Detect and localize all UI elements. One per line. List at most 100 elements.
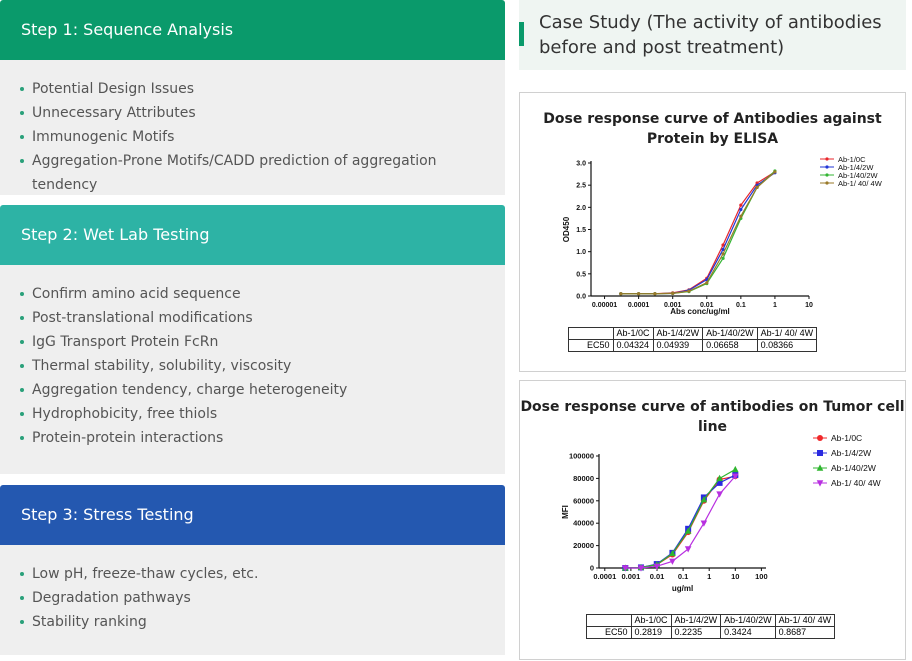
data-point: [621, 565, 629, 572]
y-tick-label: 1.0: [576, 249, 586, 256]
step-item: Confirm amino acid sequence: [20, 282, 505, 306]
table-corner: [568, 327, 614, 340]
data-point: [637, 565, 645, 572]
legend-marker: [825, 173, 829, 177]
step-item: Degradation pathways: [20, 586, 505, 610]
data-point: [669, 549, 676, 557]
series-line: [625, 474, 736, 569]
table-header-cell: Ab-1/40/2W: [720, 614, 776, 627]
legend-label: Ab-1/0C: [838, 155, 866, 164]
series-line: [625, 475, 736, 569]
y-tick-label: 0: [590, 564, 594, 573]
data-point: [684, 546, 692, 553]
x-tick-label: 100: [755, 572, 768, 581]
legend-marker: [816, 480, 824, 487]
table-header-cell: Ab-1/4/2W: [652, 327, 704, 340]
legend-label: Ab-1/ 40/ 4W: [831, 478, 881, 488]
ec50-table: Ab-1/0C Ab-1/4/2W Ab-1/40/2W Ab-1/ 40/ 4W EC…: [586, 614, 836, 639]
legend-marker: [817, 450, 823, 456]
data-point: [721, 256, 725, 260]
y-tick-label: 0.0: [576, 294, 586, 301]
legend-label: Ab-1/ 40/ 4W: [838, 179, 883, 188]
data-point: [721, 247, 725, 252]
table-corner: [586, 614, 632, 627]
y-axis-label: MFI: [561, 505, 570, 519]
chart-title: Dose response curve of antibodies on Tum…: [520, 399, 905, 435]
data-point: [653, 292, 657, 296]
x-tick-label: 10: [805, 302, 813, 309]
data-point: [705, 281, 709, 285]
y-tick-label: 0.5: [576, 271, 586, 278]
x-tick-label: 10: [731, 572, 739, 581]
data-point: [732, 473, 739, 480]
step-item: Unnecessary Attributes: [20, 101, 505, 125]
step-item: Low pH, freeze-thaw cycles, etc.: [20, 562, 505, 586]
chart-panel: Dose response curve of Antibodies agains…: [519, 92, 906, 372]
y-tick-label: 3.0: [576, 161, 586, 168]
data-point: [732, 465, 739, 473]
data-point: [721, 243, 725, 247]
step-item: Aggregation tendency, charge heterogenei…: [20, 378, 505, 402]
x-tick-label: 0.00001: [592, 302, 617, 309]
table-cell: 0.2819: [630, 626, 672, 639]
legend-label: Ab-1/0C: [831, 433, 862, 443]
table-header-cell: Ab-1/ 40/ 4W: [774, 614, 836, 627]
table-header-cell: Ab-1/ 40/ 4W: [756, 327, 818, 340]
legend-label: Ab-1/40/2W: [831, 463, 876, 473]
series-line: [620, 171, 776, 295]
step-header: Step 2: Wet Lab Testing: [0, 205, 505, 265]
data-point: [653, 563, 661, 570]
data-point: [671, 291, 675, 295]
step-item: IgG Transport Protein FcRn: [20, 330, 505, 354]
data-point: [721, 252, 725, 256]
x-tick-label: 0.1: [736, 302, 746, 309]
series-line: [625, 468, 736, 569]
legend-label: Ab-1/4/2W: [831, 448, 871, 458]
table-cell: 0.2235: [670, 626, 722, 639]
x-tick-label: 1: [773, 302, 777, 309]
x-tick-label: 1: [707, 572, 711, 581]
data-point: [684, 527, 692, 534]
step-item: Protein-protein interactions: [20, 426, 505, 450]
table-header: Ab-1/0C Ab-1/4/2W Ab-1/40/2W Ab-1/ 40/ 4W: [568, 327, 818, 340]
x-axis-label: ug/ml: [672, 584, 693, 593]
y-tick-label: 2.0: [576, 205, 586, 212]
step-item: Stability ranking: [20, 610, 505, 634]
step-body: Potential Design Issues Unnecessary Attri…: [0, 60, 505, 195]
chart: 0 20000 40000 60000 80000 100000 0.0001 0.001 0.…: [561, 433, 881, 593]
table-cell: 0.3424: [720, 626, 776, 639]
step-header: Step 1: Sequence Analysis: [0, 0, 505, 60]
data-point: [755, 185, 759, 189]
table-header-cell: Ab-1/0C: [612, 327, 654, 340]
y-tick-label: 20000: [573, 541, 594, 550]
table-header: Ab-1/0C Ab-1/4/2W Ab-1/40/2W Ab-1/ 40/ 4W: [586, 614, 836, 627]
legend-marker: [825, 181, 829, 185]
step-body: Confirm amino acid sequence Post-translat…: [0, 265, 505, 474]
x-tick-label: 0.01: [700, 302, 714, 309]
accent-bar: [519, 22, 524, 46]
table-cell: 0.08366: [756, 339, 818, 352]
data-point: [739, 214, 743, 218]
table-cell: 0.04939: [652, 339, 704, 352]
step-body: Low pH, freeze-thaw cycles, etc. Degradat…: [0, 545, 505, 655]
data-point: [739, 203, 743, 207]
step-item: Thermal stability, solubility, viscosity: [20, 354, 505, 378]
data-point: [755, 181, 759, 185]
y-tick-label: 100000: [569, 452, 594, 461]
legend-label: Ab-1/4/2W: [838, 163, 874, 172]
legend-marker: [825, 165, 829, 169]
table-header-cell: Ab-1/4/2W: [670, 614, 722, 627]
y-tick-label: 1.5: [576, 227, 586, 234]
x-tick-label: 0.0001: [628, 302, 650, 309]
table-row: EC50 0.04324 0.04939 0.06658 0.08366: [568, 339, 818, 352]
table-cell: 0.06658: [702, 339, 758, 352]
y-axis-label: OD450: [562, 216, 571, 242]
chart-panel: Dose response curve of antibodies on Tum…: [519, 380, 906, 660]
table-cell: 0.04324: [612, 339, 654, 352]
x-axis-label: Abs conc/ug/ml: [670, 307, 730, 316]
ec50-table: Ab-1/0C Ab-1/4/2W Ab-1/40/2W Ab-1/ 40/ 4W EC…: [568, 327, 818, 352]
legend-label: Ab-1/40/2W: [838, 171, 879, 180]
data-point: [637, 292, 641, 296]
step-header: Step 3: Stress Testing: [0, 485, 505, 545]
